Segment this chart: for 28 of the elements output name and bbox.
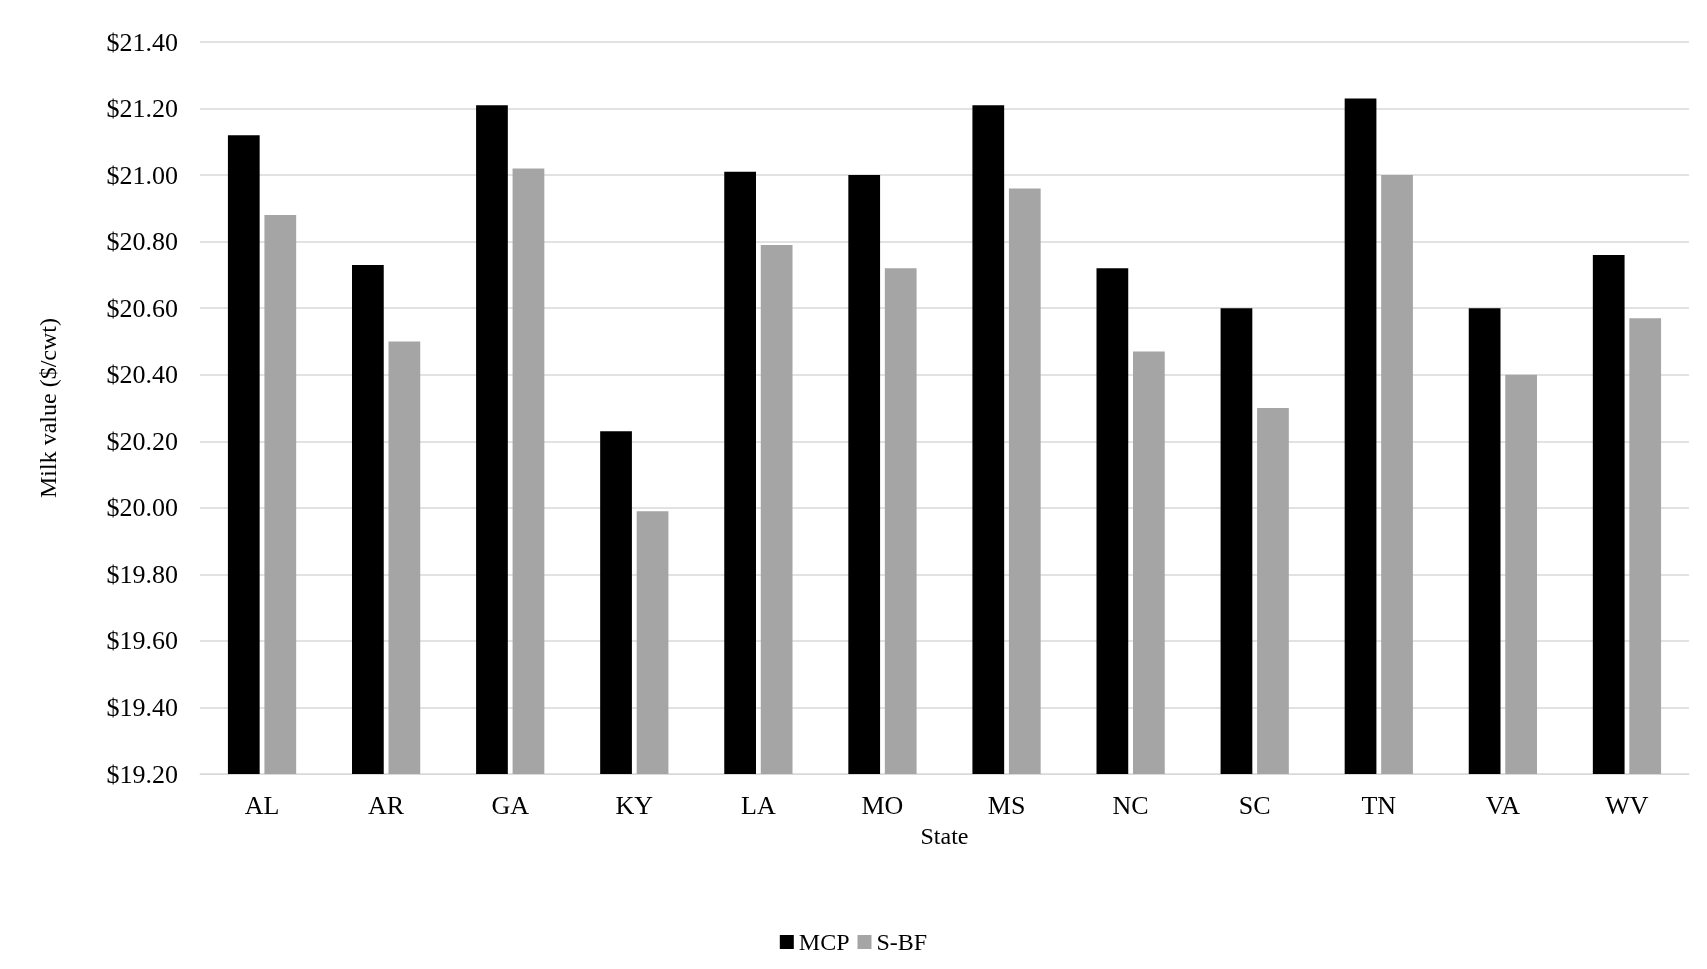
x-tick-label: AR	[368, 790, 405, 820]
x-tick-label: VA	[1485, 790, 1521, 820]
x-tick-label: LA	[741, 790, 776, 820]
y-tick-label: $20.00	[106, 493, 178, 523]
y-tick-label: $21.00	[106, 160, 178, 190]
x-tick-label: WV	[1605, 790, 1649, 820]
x-tick-label: KY	[615, 790, 654, 820]
x-tick-label: AL	[244, 790, 280, 820]
x-tick-label: MO	[861, 790, 904, 820]
y-tick-label: $21.20	[106, 94, 178, 124]
y-tick-label: $20.60	[106, 293, 178, 323]
y-tick-label: $19.60	[106, 626, 178, 656]
x-tick-label: MS	[987, 790, 1026, 820]
x-tick-label: NC	[1112, 790, 1149, 820]
x-tick-label: SC	[1238, 790, 1271, 820]
legend-label: MCP	[798, 929, 850, 955]
y-tick-label: $20.80	[106, 227, 178, 257]
y-tick-label: $21.40	[106, 27, 178, 57]
y-axis-title: Milk value ($/cwt)	[35, 318, 61, 498]
x-tick-label: GA	[491, 790, 530, 820]
y-tick-label: $20.40	[106, 360, 178, 390]
x-tick-label: TN	[1361, 790, 1397, 820]
y-tick-label: $20.20	[106, 426, 178, 456]
x-axis-title: State	[920, 823, 969, 849]
y-tick-label: $19.40	[106, 692, 178, 722]
y-tick-label: $19.20	[106, 759, 178, 789]
y-tick-label: $19.80	[106, 559, 178, 589]
legend-label: S-BF	[876, 929, 928, 955]
